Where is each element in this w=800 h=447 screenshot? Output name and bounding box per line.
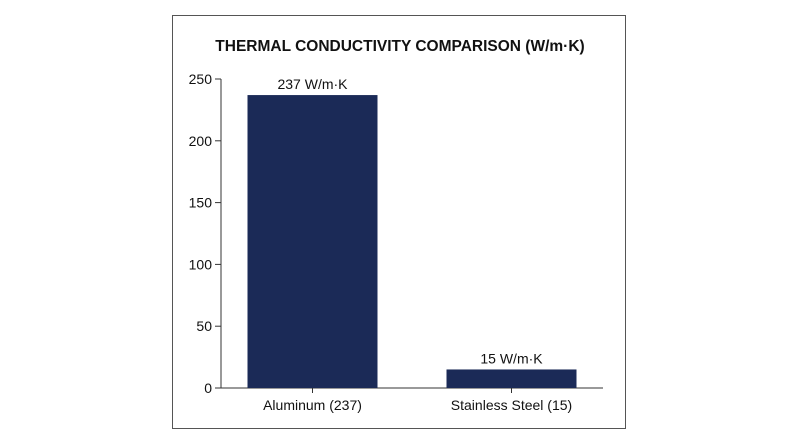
chart-title: THERMAL CONDUCTIVITY COMPARISON (W/m·K)	[215, 38, 584, 55]
chart-frame: THERMAL CONDUCTIVITY COMPARISON (W/m·K) …	[172, 15, 626, 429]
y-tick-label: 150	[189, 195, 213, 211]
x-tick-label: Stainless Steel (15)	[451, 397, 572, 413]
data-label: 237 W/m·K	[277, 76, 348, 92]
y-tick-label: 250	[189, 71, 213, 87]
bar-chart: THERMAL CONDUCTIVITY COMPARISON (W/m·K) …	[189, 38, 603, 413]
data-label: 15 W/m·K	[480, 350, 543, 366]
y-tick-label: 50	[196, 318, 212, 334]
y-tick-label: 0	[204, 380, 212, 396]
bar	[446, 369, 577, 388]
y-tick-label: 200	[189, 133, 213, 149]
y-tick-label: 100	[189, 256, 213, 272]
x-tick-label: Aluminum (237)	[263, 397, 362, 413]
bar	[247, 95, 378, 389]
